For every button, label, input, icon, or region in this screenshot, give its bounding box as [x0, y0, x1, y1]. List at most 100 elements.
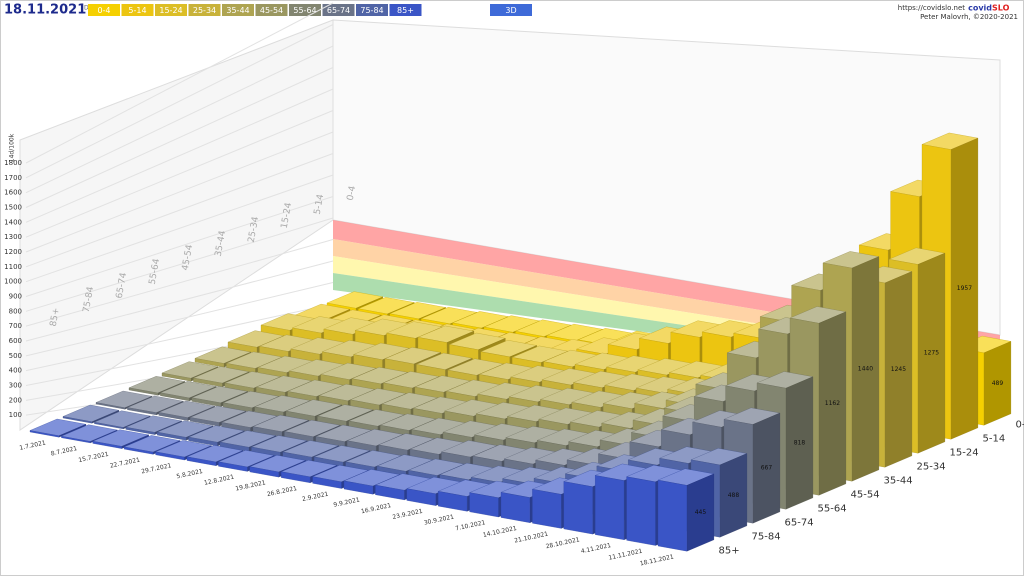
bar-front [160, 392, 190, 402]
legend-chip[interactable] [356, 4, 388, 16]
legend-chip[interactable] [255, 4, 288, 16]
series-label: 75-84 [752, 532, 781, 543]
y-tick-label: 300 [9, 382, 22, 390]
url[interactable]: https://covidslo.net [898, 4, 965, 12]
bar-front [95, 402, 126, 410]
y-tick-label: 600 [9, 337, 22, 345]
grid-line [25, 24, 334, 179]
bar-front [29, 430, 60, 438]
wall-series-label: 15-24 [280, 202, 294, 230]
wall-series-label: 0-4 [346, 185, 358, 201]
legend-chip[interactable] [88, 4, 120, 16]
series-label: 35-44 [884, 476, 913, 487]
value-label: 1440 [858, 365, 873, 372]
bar-front [500, 492, 531, 523]
bar-front [312, 476, 342, 489]
y-tick-label: 500 [9, 352, 22, 360]
bar-front [281, 471, 311, 483]
series-label: 65-74 [785, 518, 814, 529]
y-tick-label: 400 [9, 367, 22, 375]
credit: Peter Malovrh, ©2020-2021 [920, 13, 1018, 21]
series-label: 85+ [719, 546, 740, 557]
legend-label[interactable]: 25-34 [193, 6, 216, 15]
date-title: 18.11.2021 [4, 3, 86, 18]
grid-line [25, 239, 334, 327]
wall-series-label: 75-84 [82, 286, 96, 314]
bar-front [127, 407, 157, 416]
legend-label[interactable]: 0-4 [97, 6, 110, 15]
bar-front [157, 431, 187, 441]
bar-front [62, 416, 93, 424]
y-tick-label: 1400 [4, 218, 22, 226]
y-tick-label: 1700 [4, 174, 22, 182]
mode-button-label[interactable]: 3D [505, 6, 516, 15]
legend-chip[interactable] [322, 4, 355, 16]
legend-label[interactable]: 45-54 [260, 6, 283, 15]
grid-line [25, 303, 334, 372]
legend-label[interactable]: 55-64 [293, 6, 316, 15]
legend-label[interactable]: 15-24 [159, 6, 182, 15]
bar-front [155, 451, 185, 461]
y-tick-label: 1800 [4, 159, 22, 167]
wall-series-label: 85+ [49, 307, 62, 327]
value-label: 1275 [924, 350, 939, 357]
value-label: 488 [728, 492, 740, 499]
wall-series-label: 5-14 [313, 193, 326, 215]
legend-chip[interactable] [155, 4, 187, 16]
series-label: 25-34 [917, 462, 946, 473]
bar-front [188, 436, 218, 447]
legend-label[interactable]: 5-14 [128, 6, 146, 15]
y-tick-label: 1600 [4, 189, 22, 197]
legend-label[interactable]: 35-44 [226, 6, 249, 15]
legend-chip[interactable] [188, 4, 221, 16]
y-label: 14d/100k [9, 133, 16, 162]
legend-label[interactable]: 65-74 [327, 6, 350, 15]
grid-line [25, 282, 334, 357]
bar-front [563, 481, 593, 535]
series-label: 55-64 [818, 504, 847, 515]
bar-front [124, 446, 154, 455]
brand-covid: covid [968, 4, 992, 13]
series-label: 5-14 [983, 434, 1006, 445]
y-tick-label: 1300 [4, 233, 22, 241]
bar-front [94, 422, 124, 430]
legend-chip[interactable] [121, 4, 154, 16]
mode-button[interactable] [490, 4, 532, 16]
grid-line [25, 45, 334, 194]
bar-front [469, 492, 499, 518]
bar-front [125, 427, 155, 435]
bar-front [657, 479, 688, 552]
legend-label[interactable]: 85+ [397, 6, 414, 15]
y-tick-label: 1200 [4, 248, 22, 256]
legend-chip[interactable] [222, 4, 254, 16]
grid-line [25, 196, 334, 297]
value-label: 1957 [957, 285, 972, 292]
bar-front [343, 480, 374, 495]
value-label: 818 [794, 439, 806, 446]
bar-front [193, 377, 223, 388]
value-label: 1162 [825, 400, 840, 407]
legend-label[interactable]: 75-84 [360, 6, 383, 15]
brand-slo: SLO [992, 4, 1010, 13]
grid-line [25, 153, 334, 268]
grid-line [25, 131, 334, 253]
bar-front [190, 417, 220, 427]
bar-front [191, 397, 221, 407]
series-label: 0-4 [1016, 420, 1024, 431]
bar-front [595, 475, 625, 540]
bar-front [218, 461, 248, 472]
bar-front [61, 436, 91, 444]
bar-front [194, 358, 225, 368]
y-tick-label: 1500 [4, 204, 22, 212]
bar-front [626, 476, 656, 546]
y-tick-label: 1000 [4, 278, 22, 286]
grid-line [25, 2, 334, 164]
y-tick-label: 100 [9, 411, 22, 419]
wall-series-label: 65-74 [115, 272, 129, 300]
series-label: 15-24 [950, 448, 979, 459]
grid-line [25, 174, 334, 283]
grid-line [25, 110, 334, 238]
legend-chip[interactable] [389, 4, 422, 16]
y-tick-label: 900 [9, 293, 22, 301]
